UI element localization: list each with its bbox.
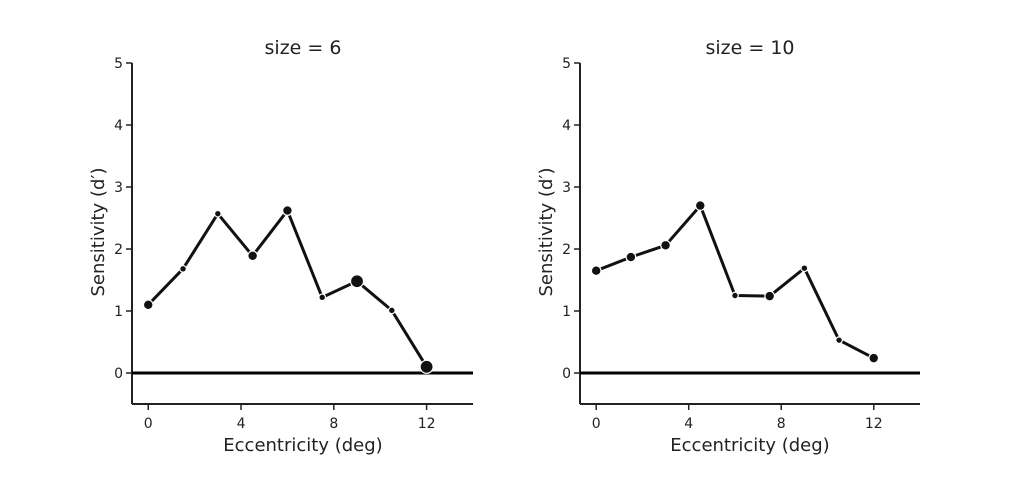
data-point (835, 336, 843, 345)
y-tick-label: 3 (114, 180, 123, 196)
x-axis-label: Eccentricity (deg) (670, 435, 829, 456)
data-point (660, 239, 671, 251)
y-tick-label: 2 (562, 242, 571, 258)
data-point (731, 291, 739, 300)
x-tick-label: 8 (329, 416, 338, 432)
y-tick-label: 0 (562, 366, 571, 382)
y-axis-label: Sensitivity (d′) (536, 168, 557, 297)
x-tick-label: 12 (865, 416, 883, 432)
data-point (590, 265, 602, 277)
data-point (142, 299, 154, 311)
y-tick-label: 5 (114, 56, 123, 72)
y-tick-label: 5 (562, 56, 571, 72)
x-tick-label: 0 (144, 416, 153, 432)
y-tick-label: 4 (562, 118, 571, 134)
y-axis-label: Sensitivity (d′) (88, 168, 109, 297)
data-point (179, 264, 187, 273)
x-tick-label: 8 (777, 416, 786, 432)
series-line (595, 204, 875, 360)
data-point (625, 251, 637, 263)
data-point (349, 274, 365, 289)
panel-title: size = 6 (265, 37, 342, 59)
y-tick-label: 3 (562, 180, 571, 196)
data-point (387, 306, 396, 315)
data-point (419, 359, 434, 374)
x-tick-label: 4 (684, 416, 693, 432)
data-point (800, 264, 809, 273)
data-point (282, 205, 293, 216)
panel-size-6: size = 6 Eccentricity (deg) Sensitivity … (88, 37, 473, 456)
y-tick-label: 1 (562, 304, 571, 320)
x-tick-label: 12 (418, 416, 436, 432)
data-point (694, 200, 706, 212)
y-tick-label: 1 (114, 304, 123, 320)
data-point (318, 293, 327, 302)
panel-title: size = 10 (705, 37, 794, 59)
data-point (868, 352, 880, 364)
y-tick-label: 2 (114, 242, 123, 258)
x-tick-label: 0 (592, 416, 601, 432)
series-line (147, 209, 428, 368)
panel-size-10: size = 10 Eccentricity (deg) Sensitivity… (536, 37, 920, 456)
y-tick-label: 0 (114, 366, 123, 382)
x-tick-label: 4 (237, 416, 246, 432)
data-point (213, 209, 222, 218)
data-point (247, 250, 259, 262)
data-point (764, 290, 776, 302)
x-axis-label: Eccentricity (deg) (223, 435, 382, 456)
y-tick-label: 4 (114, 118, 123, 134)
